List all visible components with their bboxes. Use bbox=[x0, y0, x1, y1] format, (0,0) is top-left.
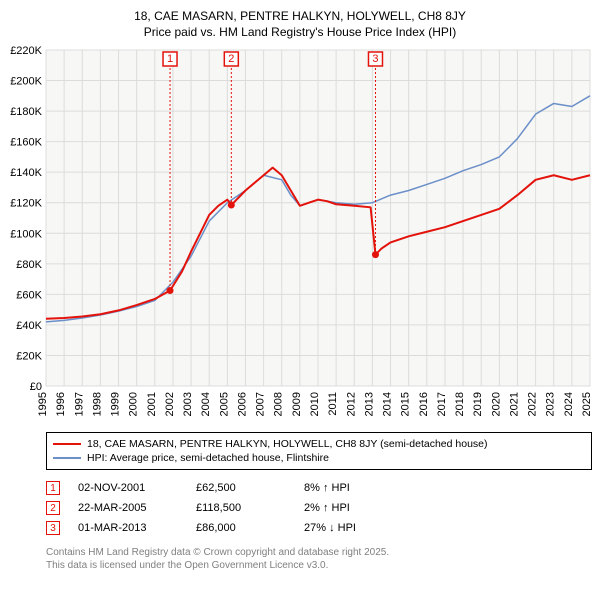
event-row: 3 01-MAR-2013 £86,000 27% ↓ HPI bbox=[46, 518, 594, 538]
legend-swatch bbox=[53, 443, 81, 445]
x-tick-label: 1996 bbox=[55, 392, 67, 416]
y-tick-label: £220K bbox=[10, 46, 42, 57]
x-tick-label: 2015 bbox=[400, 392, 412, 416]
event-delta: 2% ↑ HPI bbox=[304, 502, 350, 514]
marker-number: 3 bbox=[372, 53, 378, 65]
x-tick-label: 2004 bbox=[200, 392, 212, 416]
marker-dot bbox=[167, 287, 174, 294]
y-tick-label: £120K bbox=[10, 198, 42, 210]
x-tick-label: 1995 bbox=[37, 392, 49, 416]
event-delta: 8% ↑ HPI bbox=[304, 482, 350, 494]
x-tick-label: 2021 bbox=[508, 392, 520, 416]
footer-line1: Contains HM Land Registry data © Crown c… bbox=[46, 546, 594, 559]
title-address: 18, CAE MASARN, PENTRE HALKYN, HOLYWELL,… bbox=[6, 8, 594, 24]
x-tick-label: 2024 bbox=[563, 392, 575, 416]
x-tick-label: 2001 bbox=[146, 392, 158, 416]
chart-title: 18, CAE MASARN, PENTRE HALKYN, HOLYWELL,… bbox=[6, 8, 594, 40]
y-tick-label: £200K bbox=[10, 76, 42, 88]
x-tick-label: 2008 bbox=[273, 392, 285, 416]
chart: £0 £20K £40K £60K £80K £100K £120K £140K £160K £1… bbox=[6, 46, 594, 426]
event-price: £118,500 bbox=[196, 502, 286, 514]
x-tick-label: 2002 bbox=[164, 392, 176, 416]
event-row: 1 02-NOV-2001 £62,500 8% ↑ HPI bbox=[46, 478, 594, 498]
x-tick-label: 2006 bbox=[236, 392, 248, 416]
event-marker: 3 bbox=[46, 521, 60, 535]
x-tick-label: 2018 bbox=[454, 392, 466, 416]
x-tick-label: 2011 bbox=[327, 392, 339, 416]
legend: 18, CAE MASARN, PENTRE HALKYN, HOLYWELL,… bbox=[46, 432, 592, 470]
footer-line2: This data is licensed under the Open Gov… bbox=[46, 559, 594, 572]
y-tick-label: £100K bbox=[10, 229, 42, 241]
y-tick-label: £180K bbox=[10, 106, 42, 118]
event-price: £62,500 bbox=[196, 482, 286, 494]
x-tick-label: 2000 bbox=[128, 392, 140, 416]
y-tick-label: £60K bbox=[16, 290, 42, 302]
marker-dot bbox=[372, 252, 379, 259]
x-tick-label: 2016 bbox=[418, 392, 430, 416]
event-table: 1 02-NOV-2001 £62,500 8% ↑ HPI 2 22-MAR-2005 £… bbox=[46, 478, 594, 538]
event-marker: 2 bbox=[46, 501, 60, 515]
y-tick-label: £140K bbox=[10, 168, 42, 180]
event-date: 02-NOV-2001 bbox=[78, 482, 178, 494]
title-subtitle: Price paid vs. HM Land Registry's House … bbox=[6, 24, 594, 40]
x-tick-label: 2003 bbox=[182, 392, 194, 416]
x-tick-label: 2023 bbox=[545, 392, 557, 416]
event-row: 2 22-MAR-2005 £118,500 2% ↑ HPI bbox=[46, 498, 594, 518]
y-tick-label: £0 bbox=[30, 381, 42, 393]
y-tick-label: £160K bbox=[10, 137, 42, 149]
y-tick-label: £40K bbox=[16, 320, 42, 332]
x-tick-label: 2019 bbox=[472, 392, 484, 416]
x-tick-label: 2017 bbox=[436, 392, 448, 416]
event-price: £86,000 bbox=[196, 522, 286, 534]
x-tick-label: 2020 bbox=[490, 392, 502, 416]
x-tick-label: 2012 bbox=[345, 392, 357, 416]
event-date: 22-MAR-2005 bbox=[78, 502, 178, 514]
legend-label: 18, CAE MASARN, PENTRE HALKYN, HOLYWELL,… bbox=[87, 438, 488, 450]
legend-item: HPI: Average price, semi-detached house,… bbox=[53, 451, 585, 465]
x-tick-label: 2014 bbox=[382, 392, 394, 416]
x-tick-label: 2009 bbox=[291, 392, 303, 416]
footer: Contains HM Land Registry data © Crown c… bbox=[46, 546, 594, 572]
marker-number: 1 bbox=[167, 53, 173, 65]
x-tick-label: 2022 bbox=[527, 392, 539, 416]
legend-label: HPI: Average price, semi-detached house,… bbox=[87, 452, 329, 464]
x-tick-label: 2010 bbox=[309, 392, 321, 416]
x-tick-label: 2013 bbox=[363, 392, 375, 416]
legend-swatch bbox=[53, 457, 81, 459]
marker-dot bbox=[228, 202, 235, 209]
event-date: 01-MAR-2013 bbox=[78, 522, 178, 534]
x-tick-label: 2007 bbox=[255, 392, 267, 416]
marker-number: 2 bbox=[228, 53, 234, 65]
y-tick-label: £80K bbox=[16, 259, 42, 271]
x-tick-label: 2025 bbox=[581, 392, 593, 416]
event-delta: 27% ↓ HPI bbox=[304, 522, 356, 534]
y-tick-label: £20K bbox=[16, 351, 42, 363]
x-tick-label: 1999 bbox=[110, 392, 122, 416]
x-tick-label: 2005 bbox=[218, 392, 230, 416]
x-tick-label: 1998 bbox=[91, 392, 103, 416]
x-tick-label: 1997 bbox=[73, 392, 85, 416]
event-marker: 1 bbox=[46, 481, 60, 495]
legend-item: 18, CAE MASARN, PENTRE HALKYN, HOLYWELL,… bbox=[53, 437, 585, 451]
chart-svg: £0 £20K £40K £60K £80K £100K £120K £140K £160K £1… bbox=[6, 46, 594, 426]
